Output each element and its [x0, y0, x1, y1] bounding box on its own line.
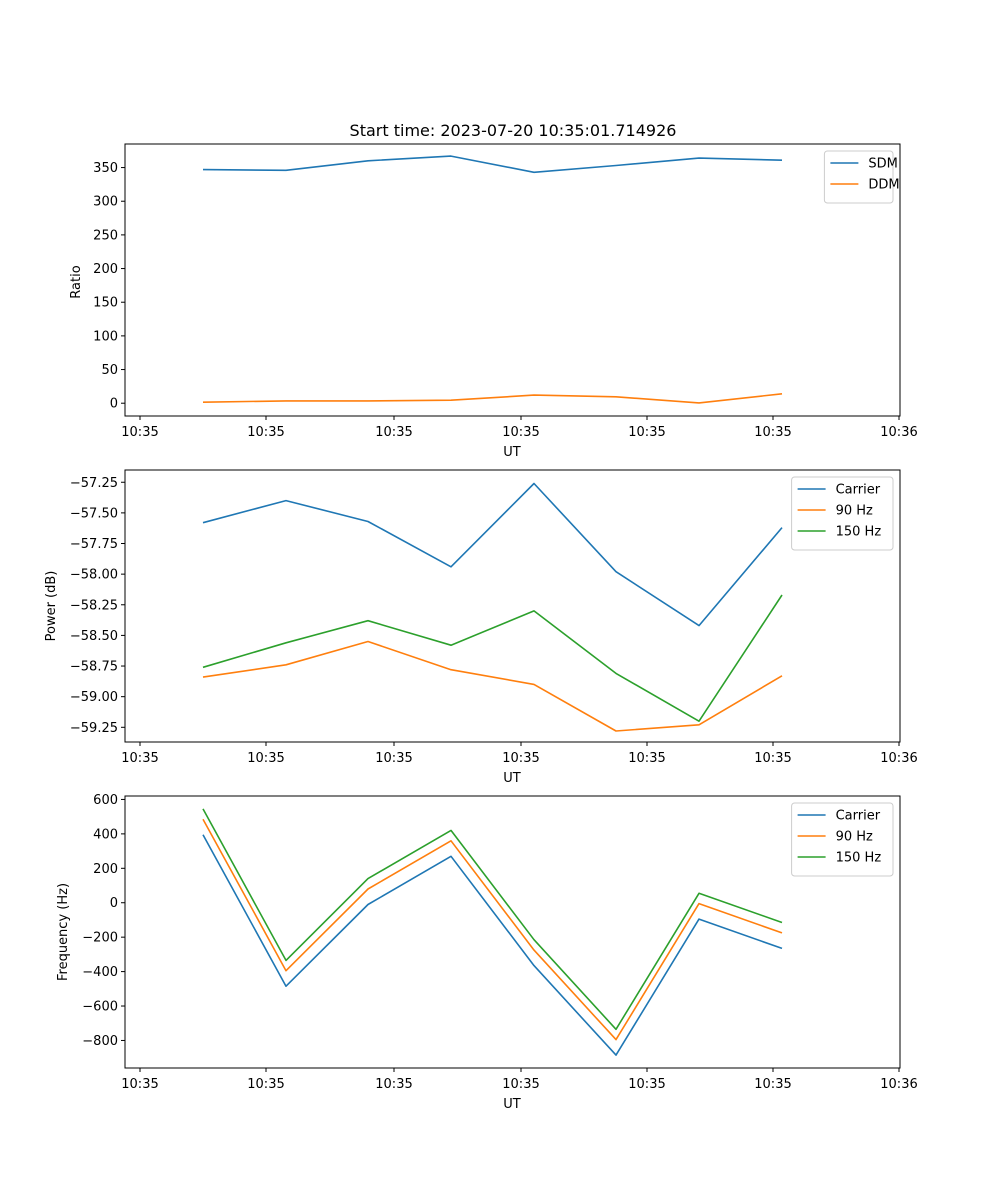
- frequency-y-tick-label: −600: [82, 1000, 118, 1015]
- power-y-tick-label: −57.50: [70, 506, 118, 521]
- ratio-legend-label: SDM: [868, 157, 897, 172]
- frequency-y-tick-label: 0: [110, 896, 118, 911]
- ratio-panel: UT Ratio 10:35 10:35 10:35 10:35 10:35 10:35 1…: [69, 143, 918, 460]
- frequency-x-tick-label: 10:35: [247, 1077, 284, 1092]
- frequency-y-tick-label: −200: [82, 931, 118, 946]
- power-y-tick-label: −58.75: [70, 660, 118, 675]
- power-x-axis-label: UT: [503, 771, 521, 786]
- ratio-x-tick-label: 10:35: [121, 425, 158, 440]
- ratio-legend-label: DDM: [868, 178, 899, 193]
- power-y-tick-label: −57.75: [70, 537, 118, 552]
- frequency-x-tick-label: 10:35: [502, 1077, 539, 1092]
- ratio-y-tick-label: 200: [93, 262, 118, 277]
- ratio-series-line-ddm: [202, 393, 783, 404]
- ratio-y-tick-label: 50: [101, 363, 118, 378]
- power-x-tick-label: 10:35: [502, 751, 539, 766]
- ratio-series-line-sdm: [202, 155, 783, 174]
- ratio-y-tick-label: 300: [93, 195, 118, 210]
- ratio-x-tick-label: 10:36: [880, 425, 917, 440]
- ratio-y-tick-label: 250: [93, 228, 118, 243]
- chart-title: Start time: 2023-07-20 10:35:01.714926: [350, 121, 677, 140]
- ratio-x-tick-label: 10:35: [502, 425, 539, 440]
- frequency-x-tick-label: 10:36: [880, 1077, 917, 1092]
- frequency-x-tick-label: 10:35: [628, 1077, 665, 1092]
- power-x-tick-label: 10:36: [880, 751, 917, 766]
- ratio-x-tick-label: 10:35: [375, 425, 412, 440]
- power-y-axis-label: Power (dB): [44, 571, 59, 642]
- frequency-legend-label: 90 Hz: [836, 830, 873, 845]
- power-y-tick-label: −58.25: [70, 598, 118, 613]
- frequency-y-tick-label: −400: [82, 965, 118, 980]
- power-panel: UT Power (dB) 10:35 10:35 10:35 10:35 10:35 1…: [44, 469, 918, 786]
- ratio-y-tick-label: 100: [93, 329, 118, 344]
- power-y-tick-label: −57.25: [70, 476, 118, 491]
- power-x-tick-label: 10:35: [375, 751, 412, 766]
- frequency-legend-label: 150 Hz: [836, 851, 882, 866]
- frequency-y-tick-label: −800: [82, 1034, 118, 1049]
- power-y-tick-label: −58.00: [70, 568, 118, 583]
- frequency-legend-label: Carrier: [836, 809, 881, 824]
- ratio-x-tick-label: 10:35: [628, 425, 665, 440]
- ratio-y-tick-label: 150: [93, 296, 118, 311]
- ratio-legend: [823, 150, 894, 204]
- frequency-x-axis-label: UT: [503, 1097, 521, 1112]
- power-series-line-90-hz: [202, 640, 783, 732]
- ratio-x-tick-label: 10:35: [247, 425, 284, 440]
- ratio-y-tick-label: 350: [93, 161, 118, 176]
- ratio-x-tick-label: 10:35: [754, 425, 791, 440]
- power-y-tick-label: −59.25: [70, 721, 118, 736]
- power-x-tick-label: 10:35: [121, 751, 158, 766]
- power-plot-frame: [124, 469, 901, 743]
- frequency-series-line-150-hz: [202, 808, 783, 1031]
- power-series-line-carrier: [202, 482, 783, 627]
- power-x-tick-label: 10:35: [628, 751, 665, 766]
- frequency-y-axis-label: Frequency (Hz): [56, 883, 71, 981]
- ratio-x-axis-label: UT: [503, 445, 521, 460]
- frequency-x-tick-label: 10:35: [121, 1077, 158, 1092]
- power-legend-label: 150 Hz: [836, 525, 882, 540]
- frequency-y-tick-label: 200: [93, 862, 118, 877]
- frequency-series-line-carrier: [202, 834, 783, 1056]
- frequency-x-tick-label: 10:35: [375, 1077, 412, 1092]
- power-y-tick-label: −58.50: [70, 629, 118, 644]
- frequency-y-tick-label: 400: [93, 827, 118, 842]
- ratio-y-tick-label: 0: [110, 397, 118, 412]
- power-x-tick-label: 10:35: [754, 751, 791, 766]
- frequency-plot-frame: [124, 795, 901, 1069]
- frequency-series-line-90-hz: [202, 818, 783, 1041]
- power-legend-label: Carrier: [836, 483, 881, 498]
- ratio-y-axis-label: Ratio: [69, 265, 84, 298]
- power-legend-label: 90 Hz: [836, 504, 873, 519]
- power-series-line-150-hz: [202, 594, 783, 723]
- frequency-panel: UT Frequency (Hz) 10:35 10:35 10:35 10:35 10…: [56, 793, 918, 1112]
- power-x-tick-label: 10:35: [247, 751, 284, 766]
- frequency-x-tick-label: 10:35: [754, 1077, 791, 1092]
- frequency-y-tick-label: 600: [93, 793, 118, 808]
- ratio-plot-frame: [124, 143, 901, 417]
- power-y-tick-label: −59.00: [70, 690, 118, 705]
